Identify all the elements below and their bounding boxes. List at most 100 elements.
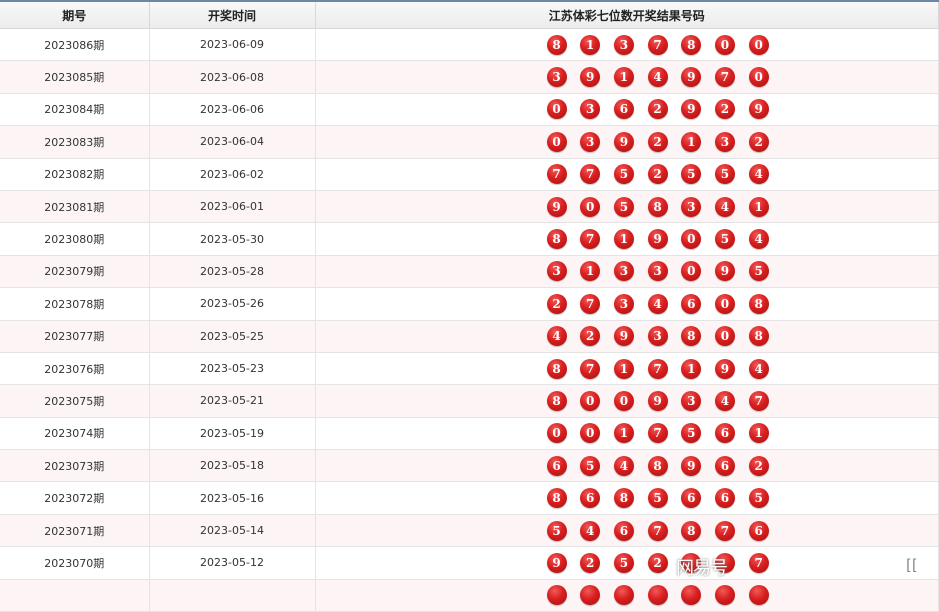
number-ball: 9: [613, 131, 634, 152]
number-ball: 2: [647, 552, 668, 573]
date-cell: 2023-06-04: [149, 125, 316, 159]
date-cell: 2023-05-26: [149, 287, 316, 321]
date-cell: 2023-05-23: [149, 352, 316, 386]
table-row: 2023074期 2023-05-19 0 0 1 7 5 6 1: [0, 417, 939, 451]
number-ball: 7: [546, 164, 567, 185]
number-ball: 8: [748, 326, 769, 347]
watermark: 网易号: [676, 558, 728, 579]
date-cell: 2023-05-12: [149, 546, 316, 580]
number-ball: 8: [546, 34, 567, 55]
number-ball: 5: [748, 488, 769, 509]
date-cell: 2023-05-28: [149, 255, 316, 289]
number-ball: 0: [580, 423, 601, 444]
number-ball: 3: [613, 293, 634, 314]
number-ball: 4: [748, 164, 769, 185]
number-ball: 6: [613, 520, 634, 541]
number-ball: 0: [714, 293, 735, 314]
table-row: 2023081期 2023-06-01 9 0 5 8 3 4 1: [0, 190, 939, 224]
number-ball: 7: [647, 34, 668, 55]
number-ball: 0: [580, 196, 601, 217]
number-ball: 5: [748, 261, 769, 282]
number-ball: 7: [748, 552, 769, 573]
bracket-icon: [[: [906, 556, 918, 574]
number-ball: 9: [647, 229, 668, 250]
date-cell: 2023-05-18: [149, 449, 316, 483]
number-ball: 1: [580, 34, 601, 55]
number-ball: 3: [681, 390, 702, 411]
number-ball: 2: [546, 293, 567, 314]
number-ball: 5: [647, 488, 668, 509]
number-ball: 0: [546, 99, 567, 120]
number-ball: 9: [546, 552, 567, 573]
number-ball: 5: [613, 196, 634, 217]
number-ball: 0: [546, 131, 567, 152]
number-ball: 1: [613, 423, 634, 444]
number-ball: 3: [647, 326, 668, 347]
date-cell: 2023-05-16: [149, 481, 316, 515]
number-ball: [546, 585, 567, 606]
issue-cell: 2023077期: [0, 320, 150, 353]
issue-cell: 2023085期: [0, 60, 150, 94]
table-row: 2023077期 2023-05-25 4 2 9 3 8 0 8: [0, 320, 939, 353]
issue-cell: 2023082期: [0, 158, 150, 191]
table-row: 2023080期 2023-05-30 8 7 1 9 0 5 4: [0, 222, 939, 256]
issue-cell: 2023079期: [0, 255, 150, 289]
number-ball: 2: [580, 552, 601, 573]
date-cell: 2023-06-09: [149, 28, 316, 62]
number-ball: [647, 585, 668, 606]
number-ball: 6: [613, 99, 634, 120]
number-ball: 5: [613, 552, 634, 573]
number-ball: 6: [714, 423, 735, 444]
top-border: [0, 0, 939, 2]
number-ball: 8: [613, 488, 634, 509]
issue-cell: 2023084期: [0, 93, 150, 127]
number-ball: [714, 585, 735, 606]
number-ball: 3: [681, 196, 702, 217]
number-ball: 9: [580, 67, 601, 88]
number-ball: 5: [613, 164, 634, 185]
number-ball: 1: [748, 423, 769, 444]
number-ball: 8: [546, 229, 567, 250]
number-ball: 2: [580, 326, 601, 347]
number-ball: 7: [580, 229, 601, 250]
number-ball: 4: [613, 455, 634, 476]
number-ball: [681, 552, 702, 573]
date-cell: 2023-06-08: [149, 60, 316, 94]
table-row: 2023084期 2023-06-06 0 3 6 2 9 2 9: [0, 93, 939, 127]
number-ball: 4: [748, 229, 769, 250]
number-ball: 9: [647, 390, 668, 411]
number-ball: 7: [580, 293, 601, 314]
table-row: 2023083期 2023-06-04 0 3 9 2 1 3 2: [0, 125, 939, 159]
header-date: 开奖时间: [149, 2, 316, 29]
number-ball: 0: [681, 261, 702, 282]
table-row: 2023071期 2023-05-14 5 4 6 7 8 7 6: [0, 514, 939, 548]
issue-cell: 2023078期: [0, 287, 150, 321]
issue-cell: 2023072期: [0, 481, 150, 515]
number-ball: 5: [714, 229, 735, 250]
number-ball: [714, 552, 735, 573]
number-ball: 6: [748, 520, 769, 541]
number-ball: 3: [714, 131, 735, 152]
table-row: 2023085期 2023-06-08 3 9 1 4 9 7 0: [0, 60, 939, 94]
number-ball: 2: [748, 131, 769, 152]
number-ball: 6: [580, 488, 601, 509]
number-ball: 6: [546, 455, 567, 476]
number-ball: 9: [681, 99, 702, 120]
number-ball: 7: [748, 390, 769, 411]
number-ball: 1: [681, 358, 702, 379]
issue-cell: 2023070期: [0, 546, 150, 580]
number-ball: 3: [546, 261, 567, 282]
